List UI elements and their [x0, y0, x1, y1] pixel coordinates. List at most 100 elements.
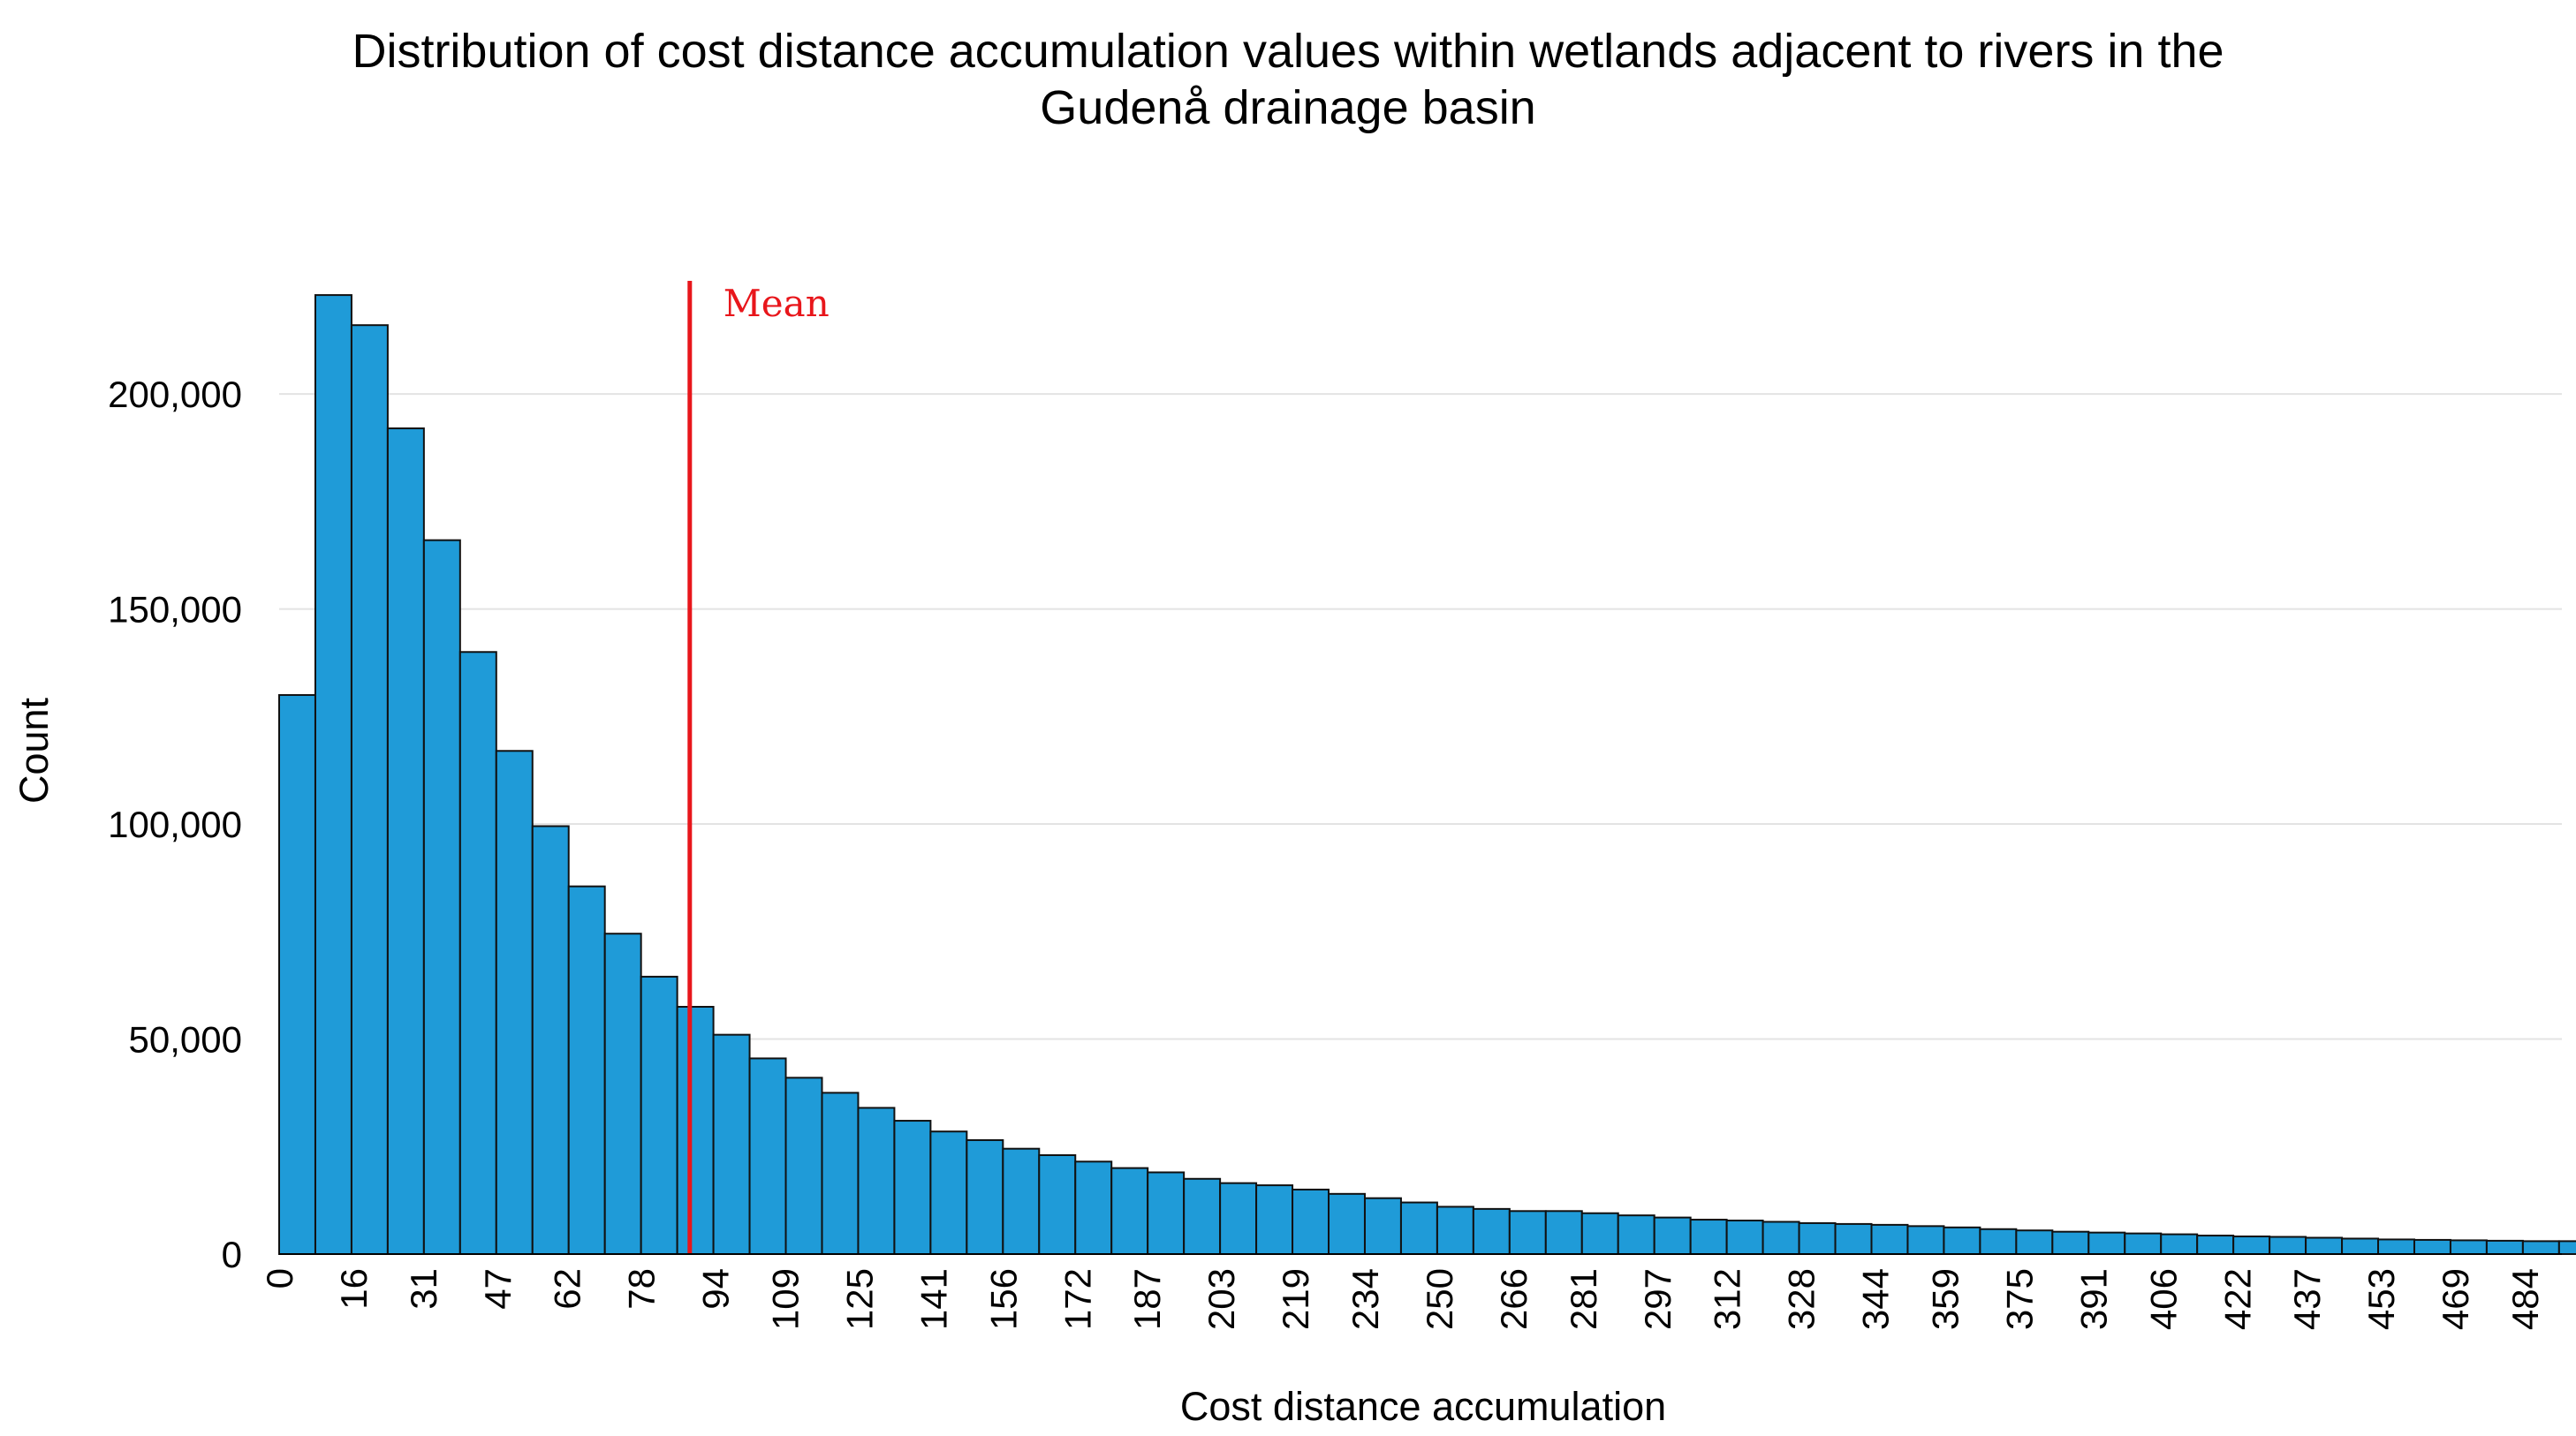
histogram-bar: [1002, 1147, 1041, 1256]
x-tick-label: 156: [982, 1268, 1024, 1330]
histogram-bars: [278, 294, 2576, 1256]
histogram-bar: [1219, 1182, 1258, 1256]
y-tick-label: 150,000: [108, 589, 242, 631]
x-tick-label: 281: [1563, 1268, 1604, 1330]
histogram-bar: [458, 651, 497, 1255]
histogram-bar: [2449, 1239, 2488, 1255]
x-tick-label: 312: [1707, 1268, 1748, 1330]
x-tick-label: 109: [764, 1268, 806, 1330]
histogram-bar: [676, 1006, 715, 1255]
x-tick-label: 125: [839, 1268, 881, 1330]
y-tick-label: 0: [222, 1234, 242, 1275]
histogram-bar: [1110, 1167, 1149, 1255]
histogram-bar: [567, 885, 606, 1255]
mean-label: Mean: [724, 282, 830, 325]
x-tick-label: 172: [1057, 1268, 1098, 1330]
histogram-bar: [1870, 1223, 1909, 1256]
y-axis-title: Count: [11, 697, 57, 804]
histogram-bar: [1472, 1207, 1511, 1255]
histogram-bar: [1834, 1222, 1873, 1256]
y-tick-label: 200,000: [108, 374, 242, 415]
histogram-bar: [748, 1057, 787, 1256]
histogram-bar: [603, 933, 642, 1256]
histogram-bar: [1943, 1226, 1981, 1256]
histogram-bar: [2051, 1230, 2090, 1255]
chart-title: Distribution of cost distance accumulati…: [0, 23, 2576, 136]
histogram-bar: [1363, 1197, 1402, 1256]
histogram-bar: [821, 1092, 860, 1256]
x-tick-label: 203: [1201, 1268, 1242, 1330]
x-tick-label: 453: [2360, 1268, 2402, 1330]
histogram-bar: [2557, 1240, 2576, 1256]
histogram-bar: [2413, 1238, 2451, 1255]
histogram-bar: [2305, 1236, 2344, 1255]
chart-title-line2: Gudenå drainage basin: [1040, 81, 1536, 134]
histogram-bar: [386, 427, 425, 1256]
x-tick-label: 31: [403, 1268, 444, 1310]
histogram-bar: [531, 825, 570, 1255]
histogram-bar: [640, 975, 678, 1256]
histogram-bar: [1255, 1184, 1294, 1255]
x-tick-label: 250: [1419, 1268, 1460, 1330]
histogram-bar: [1147, 1171, 1186, 1256]
x-tick-label: 391: [2073, 1268, 2115, 1330]
x-tick-label: 94: [695, 1268, 737, 1310]
histogram-bar: [1653, 1216, 1692, 1255]
histogram-bar: [857, 1107, 896, 1256]
x-tick-label: 344: [1855, 1268, 1897, 1330]
histogram-bar: [1436, 1205, 1474, 1256]
histogram-bar: [350, 324, 389, 1255]
histogram-bar: [2485, 1239, 2524, 1255]
histogram-bar: [2160, 1233, 2199, 1255]
histogram-bar: [1798, 1221, 1837, 1255]
x-tick-label: 266: [1493, 1268, 1534, 1330]
histogram-bar: [784, 1077, 823, 1255]
x-tick-label: 0: [259, 1268, 300, 1289]
x-tick-label: 62: [547, 1268, 588, 1310]
histogram-bar: [1617, 1214, 1655, 1256]
x-tick-label: 47: [477, 1268, 519, 1310]
y-tick-label: 50,000: [129, 1019, 242, 1061]
histogram-bar: [2341, 1237, 2380, 1256]
histogram-bar: [2124, 1232, 2163, 1256]
histogram-bar: [2269, 1236, 2307, 1255]
y-tick-label: 100,000: [108, 804, 242, 845]
x-tick-label: 469: [2435, 1268, 2476, 1330]
x-tick-label: 187: [1126, 1268, 1168, 1330]
histogram-bar: [2232, 1236, 2271, 1256]
histogram-bar: [314, 294, 352, 1256]
histogram-bar: [712, 1033, 751, 1256]
histogram-bar: [1508, 1210, 1547, 1255]
histogram-bar: [1762, 1221, 1800, 1256]
x-tick-label: 234: [1345, 1268, 1386, 1330]
histogram-bar: [1292, 1188, 1330, 1256]
histogram-bar: [2087, 1231, 2126, 1256]
x-tick-label: 484: [2504, 1268, 2546, 1330]
x-tick-label: 141: [913, 1268, 955, 1330]
histogram-bar: [1689, 1219, 1728, 1255]
histogram-bar: [422, 539, 461, 1255]
x-tick-label: 375: [1999, 1268, 2041, 1330]
x-tick-label: 406: [2142, 1268, 2184, 1330]
histogram-bar: [1544, 1210, 1583, 1255]
chart-title-line1: Distribution of cost distance accumulati…: [352, 25, 2224, 78]
histogram-bar: [1038, 1154, 1077, 1255]
histogram-bar: [1074, 1160, 1113, 1255]
x-tick-label: 359: [1924, 1268, 1966, 1330]
histogram-bar: [1399, 1201, 1438, 1255]
histogram-bar: [1580, 1212, 1619, 1256]
histogram-bar: [495, 750, 534, 1255]
x-tick-label: 328: [1781, 1268, 1822, 1330]
histogram-bar: [893, 1120, 932, 1255]
x-tick-label: 422: [2216, 1268, 2258, 1330]
histogram-bar: [2377, 1238, 2415, 1256]
histogram-bar: [278, 693, 316, 1255]
histogram-bar: [1328, 1192, 1366, 1255]
x-axis-title: Cost distance accumulation: [1180, 1384, 1666, 1429]
histogram-bar: [1979, 1228, 2018, 1255]
x-tick-label: 437: [2286, 1268, 2328, 1330]
histogram-bar: [966, 1138, 1004, 1256]
x-tick-label: 297: [1637, 1268, 1678, 1330]
mean-marker: Mean: [687, 281, 830, 1254]
